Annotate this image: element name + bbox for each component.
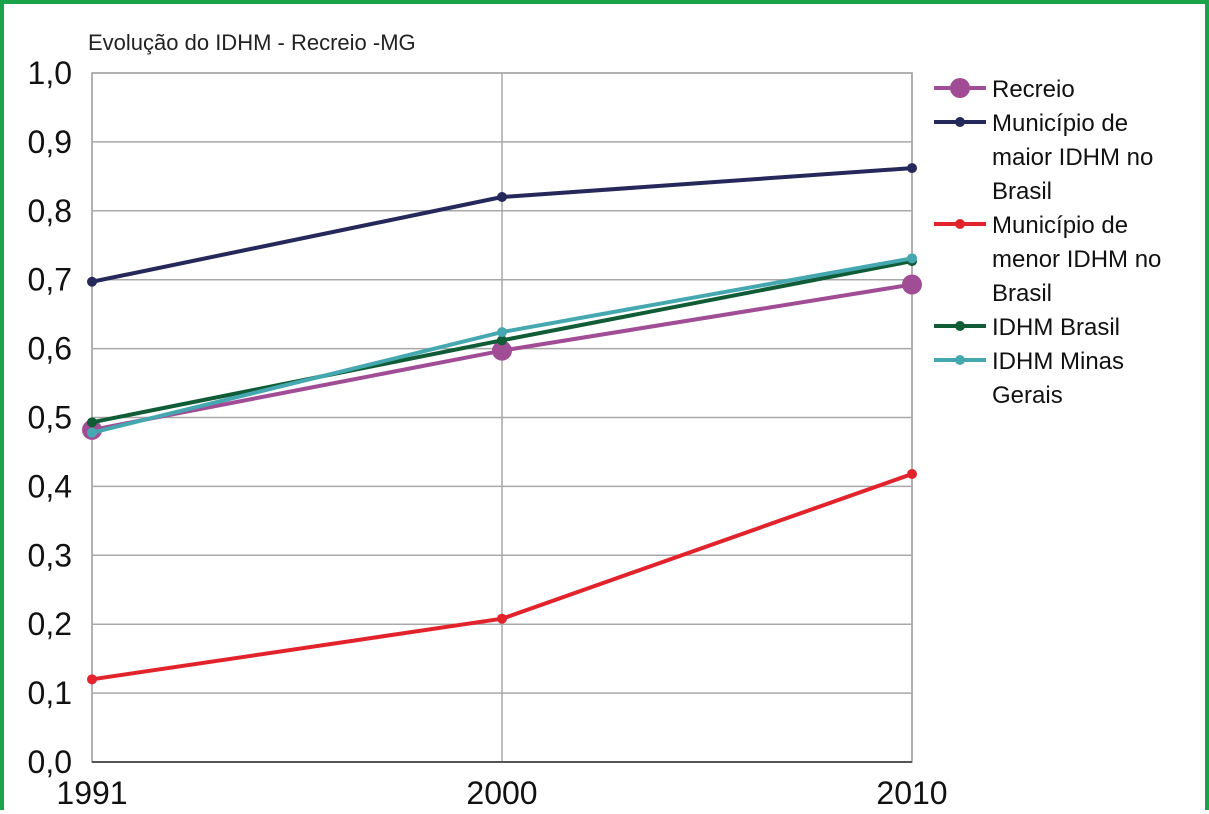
legend-label: IDHM Minas — [992, 348, 1124, 375]
legend-label: Recreio — [992, 76, 1075, 103]
y-tick-label: 0,5 — [28, 400, 72, 436]
data-point — [87, 276, 97, 287]
legend-swatch-marker — [955, 321, 965, 331]
legend-item: Município de maior IDHM no Brasil — [934, 110, 1153, 205]
y-tick-label: 0,7 — [28, 262, 72, 298]
data-point — [497, 192, 507, 203]
data-point — [497, 327, 507, 338]
y-tick-label: 0,6 — [28, 331, 72, 367]
legend-label: Município de — [992, 212, 1128, 239]
axes: 0,0 0,1 0,2 0,3 0,4 0,5 0,6 0,7 0,8 0,9 1,0 1991 200… — [28, 55, 948, 811]
y-tick-label: 0,1 — [28, 675, 72, 711]
legend-item: IDHM Brasil — [934, 314, 1120, 341]
series-4 — [87, 253, 917, 438]
legend-item: Recreio — [934, 76, 1075, 103]
legend-label: Brasil — [992, 178, 1052, 205]
legend-label: Gerais — [992, 382, 1063, 409]
legend-label: menor IDHM no — [992, 246, 1161, 273]
data-point — [87, 427, 97, 438]
legend-label: Brasil — [992, 280, 1052, 307]
data-point — [497, 335, 507, 346]
data-point — [87, 674, 97, 685]
data-point — [907, 163, 917, 174]
y-tick-label: 0,4 — [28, 468, 72, 504]
data-point — [497, 613, 507, 624]
legend-label: maior IDHM no — [992, 144, 1153, 171]
y-tick-label: 1,0 — [28, 55, 72, 91]
y-tick-label: 0,2 — [28, 606, 72, 642]
y-tick-label: 0,0 — [28, 744, 72, 780]
data-point — [907, 253, 917, 264]
data-point — [902, 274, 922, 295]
legend-item: Município de menor IDHM no Brasil — [934, 212, 1161, 307]
legend-label: Município de — [992, 110, 1128, 137]
legend-label: IDHM Brasil — [992, 314, 1120, 341]
legend-swatch-marker — [950, 78, 970, 98]
data-point — [492, 340, 512, 361]
chart-title: Evolução do IDHM - Recreio -MG — [88, 30, 416, 55]
y-tick-label: 0,3 — [28, 537, 72, 573]
legend-swatch-marker — [955, 117, 965, 127]
series-lines — [82, 163, 922, 685]
legend-swatch-marker — [955, 355, 965, 365]
data-point — [87, 417, 97, 428]
series-1 — [87, 163, 917, 287]
x-tick-label: 2010 — [876, 775, 947, 811]
y-tick-label: 0,8 — [28, 193, 72, 229]
x-tick-label: 2000 — [466, 775, 537, 811]
legend-item: IDHM Minas Gerais — [934, 348, 1124, 409]
legend-swatch-marker — [955, 219, 965, 229]
data-point — [907, 468, 917, 479]
x-tick-label: 1991 — [56, 775, 127, 811]
y-tick-label: 0,9 — [28, 124, 72, 160]
series-2 — [87, 468, 917, 685]
